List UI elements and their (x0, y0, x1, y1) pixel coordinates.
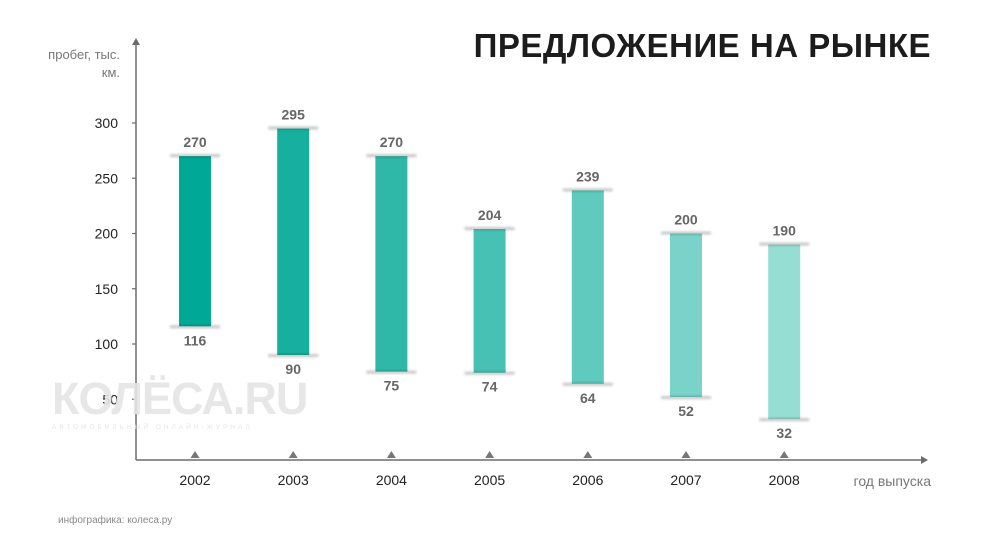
bar-top-cap (759, 242, 810, 246)
x-tick-label: 2008 (769, 472, 800, 488)
y-tick-label: 200 (95, 226, 119, 242)
credit-text: инфографика: колеса.ру (58, 515, 173, 526)
bar-top-cap (366, 154, 417, 158)
x-tick-arrow-icon (288, 451, 298, 458)
chart-title: ПРЕДЛОЖЕНИЕ НА РЫНКЕ (473, 27, 931, 64)
range-bar (375, 156, 408, 372)
y-axis-title: пробег, тыс. км. (48, 47, 120, 80)
min-value-label: 74 (482, 379, 498, 395)
bar-top-cap (661, 231, 711, 235)
min-value-label: 75 (384, 378, 400, 394)
x-tick-arrow-icon (386, 451, 396, 458)
range-bar (179, 156, 211, 327)
watermark-logo: КОЛЁСА.RU АВТОМОБИЛЬНЫЙ ОНЛАЙН-ЖУРНАЛ (52, 376, 320, 431)
x-tick-label: 2007 (670, 472, 701, 488)
bar-bottom-cap (661, 396, 711, 400)
max-value-label: 270 (183, 134, 207, 150)
range-bar (473, 229, 506, 373)
bar-top-cap (170, 154, 220, 158)
min-value-label: 116 (184, 332, 207, 348)
range-bar (571, 190, 604, 384)
y-tick-label: 150 (95, 281, 119, 297)
y-tick-label: 100 (95, 336, 119, 352)
x-tick-label: 2005 (474, 472, 505, 488)
range-bar (277, 128, 310, 356)
x-axis-arrow-icon (921, 456, 928, 464)
x-tick-arrow-icon (190, 451, 200, 458)
range-bar (768, 244, 801, 420)
bar-bottom-cap (170, 325, 220, 329)
bar-bottom-cap (268, 354, 319, 358)
y-tick-label: 50 (102, 391, 118, 407)
min-value-label: 64 (580, 390, 596, 406)
x-tick-label: 2004 (376, 472, 407, 488)
max-value-label: 239 (576, 168, 600, 184)
max-value-label: 295 (282, 107, 306, 123)
range-bar (670, 233, 702, 398)
bar-top-cap (268, 126, 319, 130)
x-tick-arrow-icon (681, 451, 691, 458)
x-tick-arrow-icon (583, 451, 593, 458)
y-tick-label: 250 (95, 170, 119, 186)
y-tick-label: 300 (95, 115, 119, 131)
bar-bottom-cap (464, 371, 515, 375)
x-tick-label: 2002 (179, 472, 210, 488)
chart-bars (170, 126, 810, 422)
x-tick-label: 2003 (278, 472, 309, 488)
watermark-logo-tagline: АВТОМОБИЛЬНЫЙ ОНЛАЙН-ЖУРНАЛ (52, 424, 253, 431)
max-value-label: 204 (478, 207, 502, 223)
bar-top-cap (464, 227, 515, 231)
max-value-label: 190 (773, 223, 797, 239)
min-value-label: 52 (678, 403, 694, 419)
min-value-label: 32 (776, 425, 792, 441)
bar-bottom-cap (562, 382, 613, 386)
x-tick-label: 2006 (572, 472, 603, 488)
y-axis-arrow-icon (132, 38, 140, 45)
x-tick-arrow-icon (485, 451, 495, 458)
chart-labels: 270 116 295 90 270 75 204 74 239 64 200 52 190 32 (183, 107, 796, 442)
min-value-label: 90 (285, 361, 301, 377)
watermark-logo-text: КОЛЁСА.RU (52, 373, 308, 424)
x-tick-arrow-icon (779, 451, 789, 458)
max-value-label: 270 (380, 134, 404, 150)
bar-bottom-cap (759, 418, 810, 422)
max-value-label: 200 (674, 212, 698, 228)
bar-bottom-cap (366, 370, 417, 374)
bar-top-cap (562, 188, 613, 192)
chart-axes: 50 100 150 200 250 300 2002 2003 2004 2005 2006 200… (95, 38, 928, 488)
x-axis-title: год выпуска (853, 473, 931, 489)
